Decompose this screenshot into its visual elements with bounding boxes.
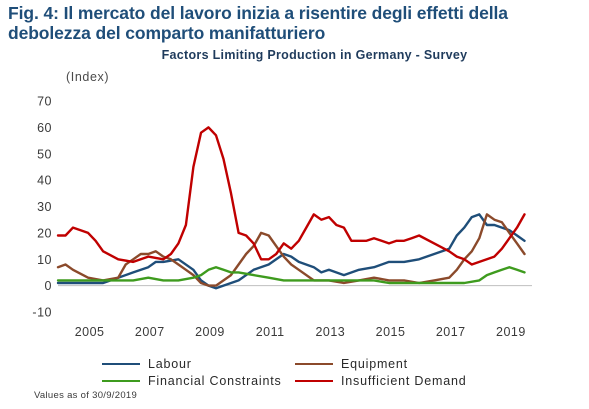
legend-swatch-equipment bbox=[295, 363, 333, 365]
series-line-labour bbox=[56, 213, 526, 290]
legend-label-financial-constraints: Financial Constraints bbox=[148, 374, 282, 388]
y-axis-unit-label: (Index) bbox=[66, 70, 110, 84]
y-axis-tick-labels: -10 0 10 20 30 40 50 60 70 bbox=[32, 95, 52, 320]
footnote: Values as of 30/9/2019 bbox=[34, 390, 138, 401]
legend-swatch-labour bbox=[102, 363, 140, 365]
legend: Labour Equipment Financial Constraints I… bbox=[0, 352, 589, 392]
legend-label-labour: Labour bbox=[148, 357, 192, 371]
x-tick-label: 2005 bbox=[75, 325, 105, 339]
x-axis-tick-labels: 2005 2007 2009 2011 2013 2015 2017 2019 bbox=[75, 325, 526, 339]
x-tick-label: 2007 bbox=[135, 325, 165, 339]
series-line-equipment bbox=[56, 213, 526, 287]
figure-title: Fig. 4: Il mercato del lavoro inizia a r… bbox=[8, 3, 508, 43]
y-tick-label: 50 bbox=[37, 147, 52, 161]
legend-item-labour: Labour bbox=[102, 356, 192, 372]
y-tick-label: 30 bbox=[37, 200, 52, 214]
series-line-insufficient-demand bbox=[56, 126, 526, 266]
y-tick-label: 10 bbox=[37, 253, 52, 267]
y-tick-label: 0 bbox=[45, 279, 52, 293]
legend-item-equipment: Equipment bbox=[295, 356, 408, 372]
x-tick-label: 2011 bbox=[256, 325, 285, 339]
legend-swatch-insufficient-demand bbox=[295, 380, 333, 382]
y-tick-label: 20 bbox=[37, 226, 52, 240]
y-tick-label: 40 bbox=[37, 174, 52, 188]
series-line-financial-constraints bbox=[56, 266, 526, 285]
y-tick-label: 60 bbox=[37, 121, 52, 135]
legend-item-insufficient-demand: Insufficient Demand bbox=[295, 373, 466, 389]
y-tick-label: 70 bbox=[37, 95, 52, 109]
x-tick-label: 2017 bbox=[436, 325, 466, 339]
chart-title: Factors Limiting Production in Germany -… bbox=[161, 48, 468, 62]
series-lines bbox=[56, 126, 526, 290]
x-tick-label: 2013 bbox=[315, 325, 345, 339]
x-tick-label: 2019 bbox=[496, 325, 526, 339]
y-tick-label: -10 bbox=[32, 306, 52, 320]
legend-swatch-financial-constraints bbox=[102, 380, 140, 382]
x-tick-label: 2009 bbox=[195, 325, 225, 339]
legend-label-equipment: Equipment bbox=[341, 357, 408, 371]
legend-label-insufficient-demand: Insufficient Demand bbox=[341, 374, 467, 388]
x-tick-label: 2015 bbox=[376, 325, 406, 339]
legend-item-financial-constraints: Financial Constraints bbox=[102, 373, 282, 389]
